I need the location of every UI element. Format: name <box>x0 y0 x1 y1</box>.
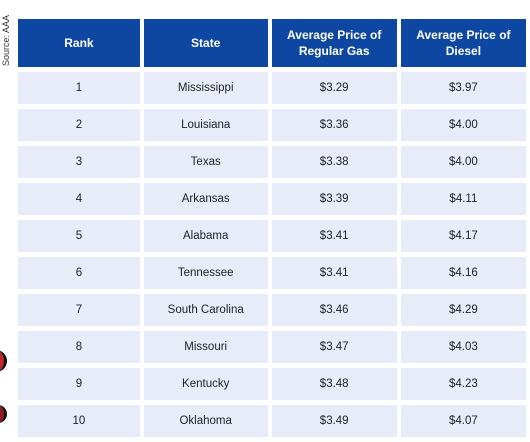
cell-regular-gas: $3.29 <box>271 72 397 104</box>
header-regular-gas: Average Price of Regular Gas <box>271 19 397 67</box>
cell-diesel: $4.00 <box>400 146 526 178</box>
table-row: 3 Texas $3.38 $4.00 <box>18 146 526 178</box>
table-header-row: Rank State Average Price of Regular Gas … <box>18 19 526 67</box>
cell-rank: 10 <box>18 405 140 437</box>
cell-state: Alabama <box>143 220 268 252</box>
cell-rank: 5 <box>18 220 140 252</box>
cell-regular-gas: $3.36 <box>271 109 397 141</box>
cell-regular-gas: $3.47 <box>271 331 397 363</box>
cell-rank: 8 <box>18 331 140 363</box>
table-row: 8 Missouri $3.47 $4.03 <box>18 331 526 363</box>
cell-diesel: $4.17 <box>400 220 526 252</box>
gas-price-table: Rank State Average Price of Regular Gas … <box>14 14 530 442</box>
header-rank: Rank <box>18 19 140 67</box>
cell-rank: 3 <box>18 146 140 178</box>
cell-diesel: $4.23 <box>400 368 526 400</box>
cell-diesel: $3.97 <box>400 72 526 104</box>
cell-diesel: $4.07 <box>400 405 526 437</box>
cell-regular-gas: $3.49 <box>271 405 397 437</box>
header-diesel: Average Price of Diesel <box>400 19 526 67</box>
cell-regular-gas: $3.46 <box>271 294 397 326</box>
cell-rank: 7 <box>18 294 140 326</box>
source-label: Source: AAA <box>1 14 11 66</box>
cell-rank: 6 <box>18 257 140 289</box>
table-row: 1 Mississippi $3.29 $3.97 <box>18 72 526 104</box>
cell-state: Oklahoma <box>143 405 268 437</box>
cell-regular-gas: $3.41 <box>271 257 397 289</box>
cell-state: Mississippi <box>143 72 268 104</box>
cell-state: Missouri <box>143 331 268 363</box>
cell-diesel: $4.03 <box>400 331 526 363</box>
cell-state: Kentucky <box>143 368 268 400</box>
table-row: 7 South Carolina $3.46 $4.29 <box>18 294 526 326</box>
cell-state: Tennessee <box>143 257 268 289</box>
cell-state: South Carolina <box>143 294 268 326</box>
table-row: 9 Kentucky $3.48 $4.23 <box>18 368 526 400</box>
cell-regular-gas: $3.48 <box>271 368 397 400</box>
table-row: 10 Oklahoma $3.49 $4.07 <box>18 405 526 437</box>
cell-regular-gas: $3.41 <box>271 220 397 252</box>
table-row: 2 Louisiana $3.36 $4.00 <box>18 109 526 141</box>
cell-rank: 1 <box>18 72 140 104</box>
cell-regular-gas: $3.39 <box>271 183 397 215</box>
cell-diesel: $4.29 <box>400 294 526 326</box>
cell-state: Louisiana <box>143 109 268 141</box>
header-state: State <box>143 19 268 67</box>
logo-fragment <box>0 350 7 372</box>
cell-rank: 2 <box>18 109 140 141</box>
table-row: 6 Tennessee $3.41 $4.16 <box>18 257 526 289</box>
cell-diesel: $4.16 <box>400 257 526 289</box>
table-row: 4 Arkansas $3.39 $4.11 <box>18 183 526 215</box>
cell-state: Arkansas <box>143 183 268 215</box>
cell-state: Texas <box>143 146 268 178</box>
logo-fragment <box>0 405 7 423</box>
cell-diesel: $4.11 <box>400 183 526 215</box>
cell-rank: 4 <box>18 183 140 215</box>
cell-regular-gas: $3.38 <box>271 146 397 178</box>
cell-rank: 9 <box>18 368 140 400</box>
cell-diesel: $4.00 <box>400 109 526 141</box>
table-row: 5 Alabama $3.41 $4.17 <box>18 220 526 252</box>
